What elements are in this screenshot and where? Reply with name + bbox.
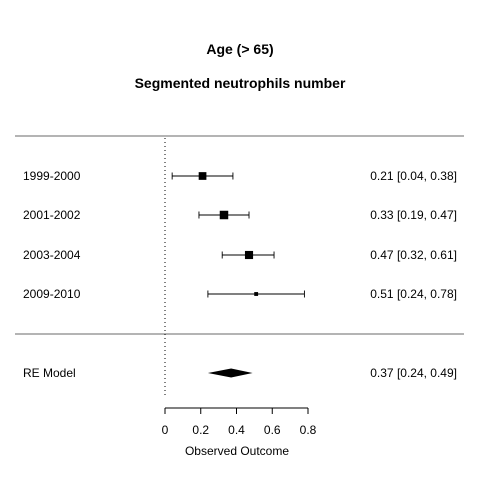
x-tick-label: 0.4 (228, 423, 245, 437)
estimate-text: 0.21 [0.04, 0.38] (370, 169, 457, 183)
point-estimate (254, 292, 259, 296)
estimate-text: 0.51 [0.24, 0.78] (370, 287, 457, 301)
estimate-text: 0.33 [0.19, 0.47] (370, 208, 457, 222)
study-label: 2009-2010 (23, 287, 81, 301)
x-axis-label: Observed Outcome (185, 444, 289, 458)
chart-subtitle: Segmented neutrophils number (135, 75, 346, 91)
x-tick-label: 0.6 (264, 423, 281, 437)
study-label: 2003-2004 (23, 248, 81, 262)
summary-label: RE Model (23, 366, 76, 380)
x-tick-label: 0.2 (192, 423, 209, 437)
x-tick-label: 0.8 (300, 423, 317, 437)
summary-text: 0.37 [0.24, 0.49] (370, 366, 457, 380)
study-label: 1999-2000 (23, 169, 81, 183)
point-estimate (198, 172, 207, 180)
summary-diamond (207, 368, 253, 378)
chart-title: Age (> 65) (206, 41, 273, 57)
study-label: 2001-2002 (23, 208, 81, 222)
x-tick-label: 0 (162, 423, 169, 437)
point-estimate (219, 210, 229, 220)
estimate-text: 0.47 [0.32, 0.61] (370, 248, 457, 262)
point-estimate (244, 250, 254, 260)
